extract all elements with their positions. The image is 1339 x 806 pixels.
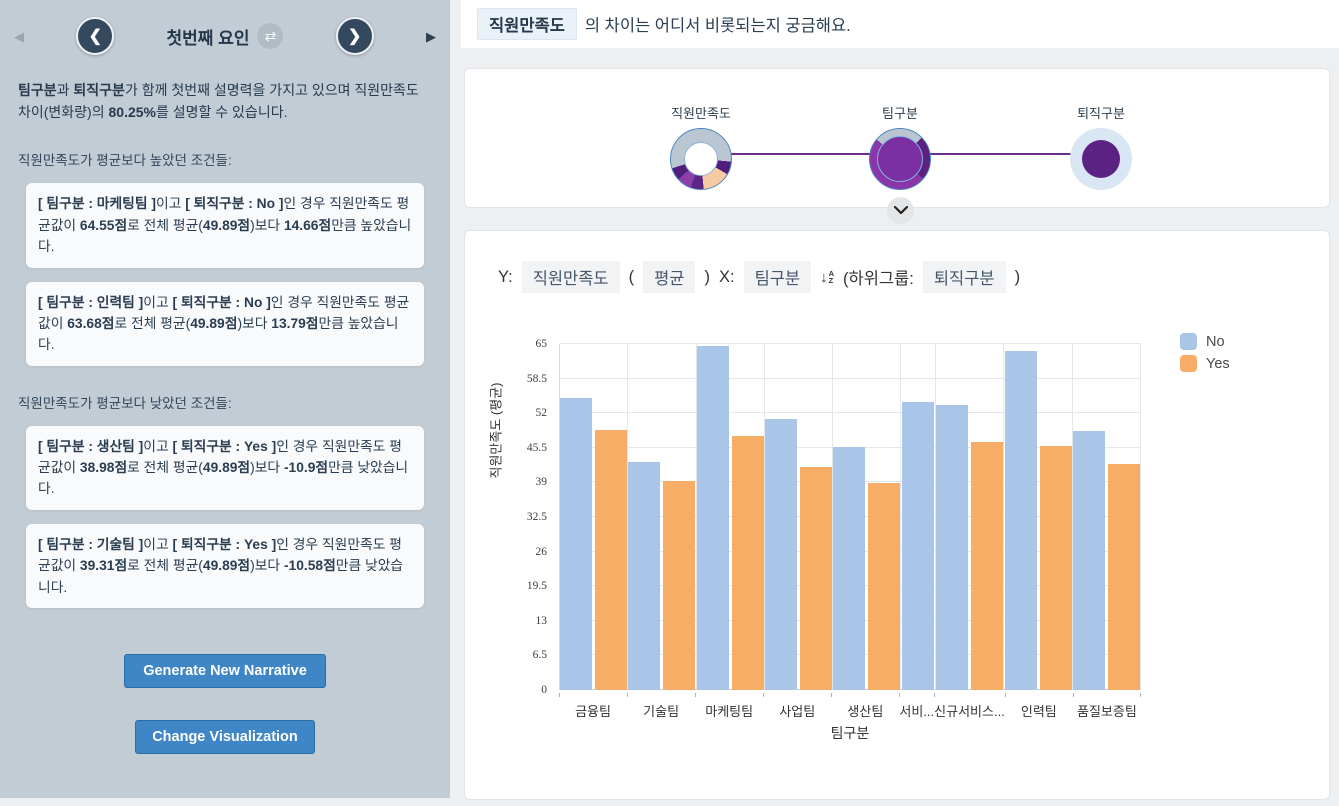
- bar-no[interactable]: [1004, 351, 1037, 690]
- bar-yes[interactable]: [800, 466, 833, 690]
- x-tick-label: 신규서비스...: [934, 693, 1005, 720]
- bar-no[interactable]: [560, 397, 593, 690]
- bar-no[interactable]: [1072, 430, 1105, 690]
- flow-node-label: 직원만족도: [671, 106, 731, 121]
- flow-node-outcome[interactable]: 직원만족도: [631, 103, 771, 190]
- bar-no[interactable]: [902, 401, 935, 690]
- swap-icon[interactable]: ⇄: [257, 23, 284, 49]
- question-text: 의 차이는 어디서 비롯되는지 궁금해요.: [584, 17, 851, 35]
- factor-flow-panel: 직원만족도 팀구분 퇴직구분: [464, 68, 1330, 224]
- question-variable-chip[interactable]: 직원만족도: [477, 8, 577, 40]
- x-tick-label: 마케팅팀: [695, 693, 763, 720]
- first-page-icon[interactable]: ◀: [14, 28, 24, 44]
- next-factor-button[interactable]: ❯: [335, 17, 374, 55]
- aggregate-chip[interactable]: 평균: [643, 261, 696, 293]
- flow-node-label: 퇴직구분: [1077, 106, 1125, 121]
- legend-label: Yes: [1206, 355, 1230, 372]
- donut-chart-icon[interactable]: [869, 128, 931, 190]
- legend-label: No: [1206, 333, 1225, 350]
- bar-group: [1072, 344, 1142, 690]
- condition-box: [ 팀구분 : 인력팀 ]이고 [ 퇴직구분 : No ]인 경우 직원만족도 …: [26, 281, 424, 366]
- bar-group: [833, 344, 902, 690]
- x-tick-label: 금융팀: [559, 693, 627, 720]
- y-prefix: Y:: [498, 267, 513, 286]
- flow-node-attrition[interactable]: 퇴직구분: [1031, 103, 1171, 190]
- bar-no[interactable]: [936, 404, 969, 690]
- bar-yes[interactable]: [663, 480, 696, 690]
- generate-narrative-button[interactable]: Generate New Narrative: [124, 653, 326, 688]
- bar-group: [560, 344, 629, 690]
- plot-area: [559, 343, 1142, 690]
- bar-groups: [560, 344, 1142, 690]
- subgroup-chip[interactable]: 퇴직구분: [922, 261, 1006, 293]
- factor-summary: 팀구분과 퇴직구분가 함께 첫번째 설명력을 가지고 있으며 직원만족도 차이(…: [18, 82, 419, 120]
- high-conditions-label: 직원만족도가 평균보다 높았던 조건들:: [18, 153, 232, 169]
- open-paren: (: [628, 267, 635, 286]
- bar-yes[interactable]: [1107, 464, 1140, 690]
- bar-yes[interactable]: [971, 442, 1004, 690]
- x-axis-title: 팀구분: [830, 725, 870, 741]
- bar-no[interactable]: [628, 461, 661, 690]
- bar-group: [628, 344, 697, 690]
- bar-no[interactable]: [696, 346, 729, 690]
- donut-chart-icon[interactable]: [670, 128, 732, 190]
- x-tick-label: 인력팀: [1004, 693, 1073, 720]
- x-axis-ticks: 금융팀 기술팀 마케팅팀 사업팀 생산팀 서비... 신규서비스... 인력팀 품질보증팀: [559, 693, 1142, 720]
- x-prefix: X:: [718, 267, 735, 286]
- chevron-down-icon: [893, 206, 908, 215]
- bar-group: [1004, 344, 1073, 690]
- bar-group: [936, 344, 1005, 690]
- factor-title: 첫번째 요인: [166, 28, 250, 48]
- x-tick-label: 품질보증팀: [1072, 693, 1142, 720]
- y-variable-chip[interactable]: 직원만족도: [521, 261, 620, 293]
- y-axis-ticks: 0 6.5 13 19.5 26 32.5 39 45.5 52 58.5 65: [526, 338, 547, 696]
- donut-chart-icon[interactable]: [1070, 128, 1132, 190]
- x-tick-label: 서비...: [899, 693, 934, 720]
- bar-yes[interactable]: [1039, 445, 1072, 690]
- question-bar: 직원만족도 의 차이는 어디서 비롯되는지 궁금해요.: [461, 0, 1339, 48]
- bar-yes[interactable]: [868, 482, 901, 690]
- bar-group: [765, 344, 834, 690]
- condition-box: [ 팀구분 : 마케팅팀 ]이고 [ 퇴직구분 : No ]인 경우 직원만족도…: [26, 183, 424, 268]
- bar-group: [696, 344, 765, 690]
- x-tick-label: 사업팀: [763, 693, 831, 720]
- low-conditions-label: 직원만족도가 평균보다 낮았던 조건들:: [18, 395, 232, 411]
- close-paren: ): [704, 267, 710, 286]
- chart-legend: No Yes: [1180, 333, 1230, 372]
- sidebar-header: ◀ ❮ 첫번째 요인 ⇄ ❯ ▶: [14, 14, 436, 58]
- legend-swatch: [1180, 355, 1197, 372]
- prev-factor-button[interactable]: ❮: [76, 17, 115, 55]
- bar-yes[interactable]: [595, 429, 628, 690]
- change-visualization-button[interactable]: Change Visualization: [135, 719, 315, 754]
- x-tick-label: 생산팀: [831, 693, 899, 720]
- x-tick-label: 기술팀: [627, 693, 695, 720]
- subgroup-close: ): [1014, 267, 1021, 286]
- y-axis-title: 직원만족도 (평균): [488, 382, 504, 479]
- bar-group: [901, 344, 937, 690]
- condition-box: [ 팀구분 : 기술팀 ]이고 [ 퇴직구분 : Yes ]인 경우 직원만족도…: [26, 523, 424, 608]
- flow-node-label: 팀구분: [882, 106, 918, 121]
- last-page-icon[interactable]: ▶: [426, 28, 436, 44]
- legend-swatch: [1180, 333, 1197, 350]
- narrative-sidebar: ◀ ❮ 첫번째 요인 ⇄ ❯ ▶ 팀구분과 퇴직구분가 함께 첫번째 설명력을 …: [0, 0, 450, 798]
- bar-yes[interactable]: [731, 435, 764, 690]
- condition-box: [ 팀구분 : 생산팀 ]이고 [ 퇴직구분 : Yes ]인 경우 직원만족도…: [26, 425, 424, 510]
- flow-node-team[interactable]: 팀구분: [830, 103, 970, 190]
- legend-item[interactable]: Yes: [1180, 355, 1230, 372]
- x-variable-chip[interactable]: 팀구분: [743, 261, 812, 293]
- subgroup-prefix: (하위그룹:: [843, 270, 914, 288]
- expand-flow-button[interactable]: [887, 197, 914, 224]
- legend-item[interactable]: No: [1180, 333, 1230, 350]
- bar-no[interactable]: [765, 418, 798, 690]
- bar-no[interactable]: [833, 446, 866, 690]
